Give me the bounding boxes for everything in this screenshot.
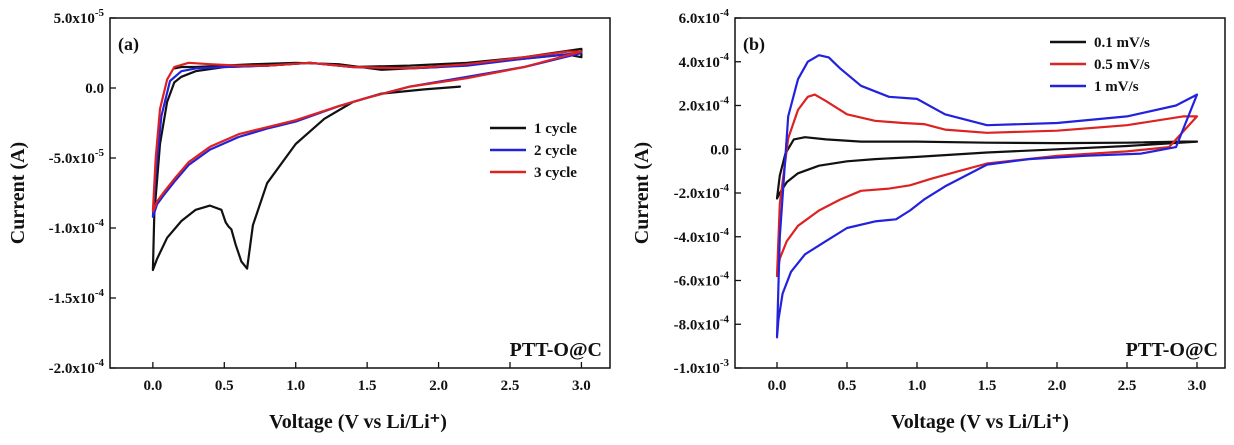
plot-area-frame-a [109,17,611,369]
plot-area-frame-b [734,17,1226,369]
x-tick-label-a-1: 0.5 [215,378,234,394]
y-tick-label-b-6: -6.0x10-4 [674,270,730,290]
x-axis-title-b: Voltage (V vs Li/Li⁺) [891,411,1069,433]
panel-tag-b: (b) [743,34,765,55]
x-tick-label-b-3: 1.5 [978,378,997,394]
y-tick-label-b-3: 0.0 [710,142,729,158]
legend-label-b-2: 1 mV/s [1094,79,1139,95]
series-line-b-1 [775,93,1199,278]
x-tick-label-a-4: 2.0 [429,378,448,394]
series-line-a-1 [151,51,583,218]
axis-ticks-a: 0.0 0.5 1.0 1.5 2.0 2.5 3.0 5.0x10-5 0.0 -5.0x10-… [49,7,591,394]
y-tick-label-b-5: -4.0x10-4 [674,226,730,246]
y-tick-label-a-1: 0.0 [85,81,104,97]
panel-b: 0.0 0.5 1.0 1.5 2.0 2.5 3.0 6.0x10-4 4.0x10-4 2.0… [631,7,1226,433]
x-tick-label-b-6: 3.0 [1188,378,1207,394]
legend-b: 0.1 mV/s 0.5 mV/s 1 mV/s [1050,35,1150,95]
x-tick-label-a-6: 3.0 [572,378,591,394]
series-group-a [151,47,583,272]
y-tick-label-b-1: 4.0x10-4 [679,51,730,71]
panel-a: 0.0 0.5 1.0 1.5 2.0 2.5 3.0 5.0x10-5 0.0 -5.0x10-… [7,7,611,433]
y-tick-label-a-4: -1.5x10-4 [49,287,105,307]
y-tick-label-a-2: -5.0x10-5 [49,147,105,167]
x-tick-label-b-4: 2.0 [1048,378,1067,394]
y-tick-label-a-0: 5.0x10-5 [54,7,105,27]
x-tick-label-b-2: 1.0 [908,378,927,394]
x-tick-label-a-3: 1.5 [358,378,377,394]
panel-tag-a: (a) [118,34,139,55]
x-tick-label-b-0: 0.0 [768,378,787,394]
x-tick-label-a-0: 0.0 [143,378,162,394]
x-axis-title-a: Voltage (V vs Li/Li⁺) [269,411,447,433]
y-tick-label-a-5: -2.0x10-4 [49,357,105,377]
series-line-b-2 [775,54,1199,339]
y-tick-label-b-0: 6.0x10-4 [679,7,730,27]
y-tick-label-b-7: -8.0x10-4 [674,313,730,333]
sample-label-b: PTT-O@C [1126,339,1218,361]
y-tick-label-b-2: 2.0x10-4 [679,95,730,115]
series-line-b-0 [775,136,1199,200]
legend-label-a-1: 2 cycle [534,143,577,159]
legend-label-b-1: 0.5 mV/s [1094,57,1150,73]
y-axis-title-b: Current (A) [631,142,653,244]
x-tick-label-a-2: 1.0 [286,378,305,394]
y-axis-title-a: Current (A) [7,142,29,244]
y-tick-label-b-4: -2.0x10-4 [674,182,730,202]
series-line-a-0 [151,47,583,272]
series-line-a-2 [151,50,583,213]
legend-label-b-0: 0.1 mV/s [1094,35,1150,51]
x-tick-label-a-5: 2.5 [501,378,520,394]
x-tick-label-b-1: 0.5 [838,378,857,394]
legend-label-a-2: 3 cycle [534,165,577,181]
series-group-b [775,54,1199,339]
sample-label-a: PTT-O@C [510,339,602,361]
y-tick-label-b-8: -1.0x10-3 [674,357,730,377]
legend-a: 1 cycle 2 cycle 3 cycle [490,121,577,181]
y-tick-label-a-3: -1.0x10-4 [49,217,105,237]
axis-ticks-b: 0.0 0.5 1.0 1.5 2.0 2.5 3.0 6.0x10-4 4.0x10-4 2.0… [674,7,1207,394]
legend-label-a-0: 1 cycle [534,121,577,137]
x-tick-label-b-5: 2.5 [1118,378,1137,394]
